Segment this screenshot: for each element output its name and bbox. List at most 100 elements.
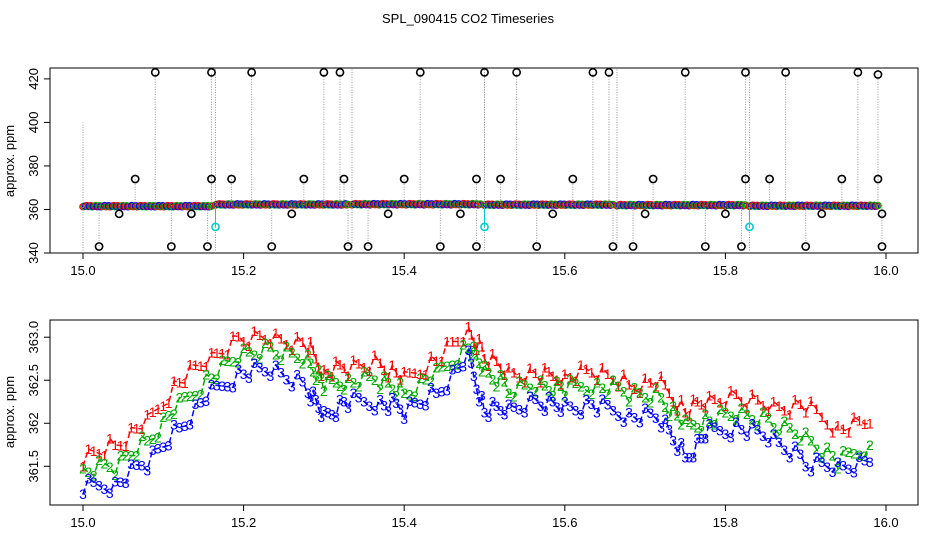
series-2-marker: 2	[186, 388, 194, 404]
series-3-marker: 3	[716, 422, 724, 438]
series-2-marker: 2	[531, 384, 539, 400]
series-3-marker: 3	[336, 392, 344, 408]
series-2-marker: 2	[336, 378, 344, 394]
series-2-marker: 2	[84, 464, 92, 480]
series-2-marker: 2	[465, 340, 473, 356]
series-1-marker: 1	[101, 448, 109, 464]
series-1-marker: 1	[283, 336, 291, 352]
series-3-marker: 3	[823, 459, 831, 475]
series-2-marker: 2	[510, 389, 518, 405]
bottom-x-tick-label: 16.0	[873, 515, 898, 530]
top-y-axis-label: approx. ppm	[2, 125, 17, 197]
series-2-marker: 2	[748, 412, 756, 428]
series-3-marker: 3	[541, 403, 549, 419]
figure-title: SPL_090415 CO2 Timeseries	[382, 11, 554, 26]
series-1-marker: 1	[111, 437, 119, 453]
series-1-marker: 1	[661, 377, 669, 393]
top-outlier-point	[399, 174, 409, 184]
series-2-marker: 2	[304, 346, 312, 362]
series-1-marker: 1	[332, 353, 340, 369]
series-1-marker: 1	[652, 379, 660, 395]
top-outlier-point	[207, 174, 216, 184]
top-outlier-point	[435, 242, 445, 251]
series-1-marker: 1	[133, 420, 141, 436]
series-3-marker: 3	[537, 398, 545, 414]
series-3-marker: 3	[526, 388, 534, 404]
series-1-marker: 1	[598, 359, 606, 375]
series-2-marker: 2	[459, 336, 467, 352]
series-2-marker: 2	[630, 379, 638, 395]
top-outlier-point	[299, 174, 309, 184]
series-2-marker: 2	[324, 367, 332, 383]
bottom-y-tick-label: 362	[26, 412, 41, 434]
series-1-marker: 1	[493, 353, 501, 369]
series-2-marker: 2	[598, 380, 606, 396]
top-chart-marks	[79, 67, 887, 253]
top-outlier-point	[267, 242, 277, 251]
series-3-marker: 3	[309, 383, 317, 399]
series-3-marker: 3	[138, 458, 146, 474]
series-3-marker: 3	[133, 457, 141, 473]
top-outlier-point	[781, 67, 791, 77]
series-2-marker: 2	[277, 352, 285, 368]
series-3-marker: 3	[234, 361, 242, 377]
series-3-marker: 3	[165, 437, 173, 453]
series-1-marker: 1	[593, 372, 601, 388]
top-x-tick-label: 15.0	[70, 263, 95, 278]
series-3-marker: 3	[722, 426, 730, 442]
top-outlier-point	[680, 67, 690, 77]
series-1-marker: 1	[855, 412, 863, 428]
series-1-marker: 1	[604, 366, 612, 382]
series-3-marker: 3	[681, 450, 689, 466]
series-3-marker: 3	[834, 454, 842, 470]
series-2-marker: 2	[261, 335, 269, 351]
series-1-marker: 1	[705, 387, 713, 403]
series-3-marker: 3	[505, 396, 513, 412]
top-outlier-point	[415, 67, 425, 77]
series-2-marker: 2	[711, 417, 719, 433]
series-2-marker: 2	[384, 374, 392, 390]
series-1-marker: 1	[727, 382, 735, 398]
top-outlier-point	[166, 242, 176, 251]
series-1-marker: 1	[770, 394, 778, 410]
series-2-marker: 2	[754, 417, 762, 433]
series-3-marker: 3	[732, 414, 740, 430]
series-1-marker: 1	[549, 368, 557, 384]
series-2-marker: 2	[636, 384, 644, 400]
bottom-y-tick-label: 361.5	[26, 450, 41, 483]
series-2-marker: 2	[493, 379, 501, 395]
series-1-marker: 1	[485, 358, 493, 374]
series-3-marker: 3	[117, 474, 125, 490]
series-1-marker: 1	[384, 369, 392, 385]
series-3-marker: 3	[454, 360, 462, 376]
series-2-marker: 2	[320, 383, 328, 399]
series-2-marker: 2	[802, 424, 810, 440]
series-2-marker: 2	[443, 358, 451, 374]
series-1-marker: 1	[861, 416, 869, 432]
top-outlier-point	[343, 242, 353, 251]
series-1-marker: 1	[829, 425, 837, 441]
bottom-panel: 1111111111111111111111111111111111111111…	[2, 318, 919, 530]
series-1-marker: 1	[588, 364, 596, 380]
series-3-marker: 3	[630, 410, 638, 426]
series-2-marker: 2	[380, 368, 388, 384]
series-3-marker: 3	[549, 394, 557, 410]
series-1-marker: 1	[537, 374, 545, 390]
series-3-marker: 3	[531, 391, 539, 407]
series-2-marker: 2	[588, 386, 596, 402]
series-2-marker: 2	[770, 420, 778, 436]
series-2-marker: 2	[283, 339, 291, 355]
series-2-marker: 2	[673, 407, 681, 423]
series-3-marker: 3	[588, 396, 596, 412]
series-3-marker: 3	[566, 398, 574, 414]
series-1-marker: 1	[344, 368, 352, 384]
series-3-marker: 3	[478, 387, 486, 403]
series-3-marker: 3	[192, 396, 200, 412]
series-1-marker: 1	[609, 372, 617, 388]
series-3-marker: 3	[497, 402, 505, 418]
series-3-marker: 3	[400, 411, 408, 427]
series-3-marker: 3	[229, 379, 237, 395]
series-3-marker: 3	[213, 377, 221, 393]
top-cal-point	[745, 222, 754, 232]
series-1-marker: 1	[553, 372, 561, 388]
